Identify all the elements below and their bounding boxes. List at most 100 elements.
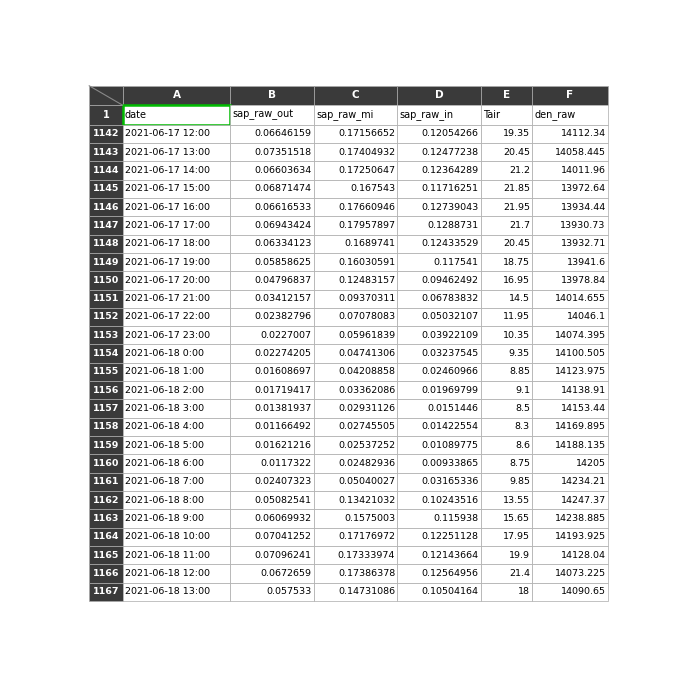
Bar <box>122 86 231 105</box>
Bar <box>397 345 481 363</box>
Bar <box>532 86 608 105</box>
Text: 1147: 1147 <box>92 221 119 230</box>
Text: 16.95: 16.95 <box>503 276 530 285</box>
Text: 0.12739043: 0.12739043 <box>422 203 479 211</box>
Text: 0.1288731: 0.1288731 <box>428 221 479 230</box>
Bar <box>231 528 314 546</box>
Text: 1156: 1156 <box>92 386 119 395</box>
Text: 21.2: 21.2 <box>509 166 530 175</box>
Text: 0.0117322: 0.0117322 <box>260 459 311 468</box>
Bar <box>481 161 532 180</box>
Text: 0.06069932: 0.06069932 <box>254 514 311 523</box>
Bar <box>231 363 314 381</box>
Text: 21.85: 21.85 <box>503 184 530 193</box>
Text: 0.01608697: 0.01608697 <box>255 367 311 377</box>
Bar <box>122 399 231 418</box>
Text: 14234.21: 14234.21 <box>560 477 606 486</box>
Bar <box>532 308 608 326</box>
Text: 0.02382796: 0.02382796 <box>254 313 311 322</box>
Text: 2021-06-17 18:00: 2021-06-17 18:00 <box>124 239 209 248</box>
Text: 0.17176972: 0.17176972 <box>338 532 395 541</box>
Bar <box>122 381 231 399</box>
Text: 14205: 14205 <box>576 459 606 468</box>
Bar <box>397 399 481 418</box>
Text: 13930.73: 13930.73 <box>560 221 606 230</box>
Bar <box>122 528 231 546</box>
Text: 2021-06-18 3:00: 2021-06-18 3:00 <box>124 404 204 413</box>
Bar <box>397 290 481 308</box>
Bar <box>89 253 122 271</box>
Bar <box>532 418 608 436</box>
Bar <box>481 180 532 198</box>
Bar <box>532 491 608 509</box>
Bar <box>122 253 231 271</box>
Text: 14188.135: 14188.135 <box>555 441 606 449</box>
Text: date: date <box>124 110 147 120</box>
Text: 0.0151446: 0.0151446 <box>428 404 479 413</box>
Bar <box>89 546 122 564</box>
Text: 18.75: 18.75 <box>503 258 530 267</box>
Bar <box>122 583 231 601</box>
Bar <box>397 198 481 216</box>
Bar <box>481 418 532 436</box>
Text: 1: 1 <box>103 110 109 120</box>
Bar <box>89 124 122 143</box>
Bar <box>89 161 122 180</box>
Text: 0.02407323: 0.02407323 <box>254 477 311 486</box>
Bar <box>122 345 231 363</box>
Text: 2021-06-18 6:00: 2021-06-18 6:00 <box>124 459 204 468</box>
Bar <box>397 105 481 124</box>
Text: 0.10243516: 0.10243516 <box>422 496 479 505</box>
Text: 0.117541: 0.117541 <box>434 258 479 267</box>
Bar <box>89 399 122 418</box>
Bar <box>314 528 397 546</box>
Bar <box>122 290 231 308</box>
Text: 0.12364289: 0.12364289 <box>422 166 479 175</box>
Text: 0.07351518: 0.07351518 <box>254 148 311 156</box>
Text: 1144: 1144 <box>92 166 119 175</box>
Bar <box>397 161 481 180</box>
Bar <box>481 436 532 454</box>
Text: 0.12054266: 0.12054266 <box>422 129 479 138</box>
Bar <box>314 399 397 418</box>
Text: 0.17957897: 0.17957897 <box>338 221 395 230</box>
Bar <box>397 564 481 583</box>
Bar <box>314 363 397 381</box>
Text: 0.17404932: 0.17404932 <box>338 148 395 156</box>
Bar <box>397 418 481 436</box>
Text: 14073.225: 14073.225 <box>555 569 606 578</box>
Text: 8.5: 8.5 <box>515 404 530 413</box>
Bar <box>314 216 397 235</box>
Bar <box>89 216 122 235</box>
Text: 2021-06-17 13:00: 2021-06-17 13:00 <box>124 148 210 156</box>
Text: 0.01719417: 0.01719417 <box>255 386 311 395</box>
Bar <box>89 363 122 381</box>
Text: 0.00933865: 0.00933865 <box>422 459 479 468</box>
Text: 13941.6: 13941.6 <box>566 258 606 267</box>
Text: 2021-06-17 22:00: 2021-06-17 22:00 <box>124 313 209 322</box>
Bar <box>89 345 122 363</box>
Bar <box>481 528 532 546</box>
Text: 0.17386378: 0.17386378 <box>338 569 395 578</box>
Text: 2021-06-18 9:00: 2021-06-18 9:00 <box>124 514 204 523</box>
Text: 14138.91: 14138.91 <box>560 386 606 395</box>
Text: 1150: 1150 <box>92 276 119 285</box>
Text: 21.7: 21.7 <box>509 221 530 230</box>
Text: 14100.505: 14100.505 <box>555 349 606 358</box>
Text: 8.3: 8.3 <box>515 422 530 431</box>
Text: 0.10504164: 0.10504164 <box>422 588 479 596</box>
Bar <box>314 86 397 105</box>
Text: 0.04796837: 0.04796837 <box>254 276 311 285</box>
Text: 2021-06-17 23:00: 2021-06-17 23:00 <box>124 330 210 340</box>
Bar <box>231 124 314 143</box>
Bar <box>481 399 532 418</box>
Text: 0.03165336: 0.03165336 <box>421 477 479 486</box>
Bar <box>481 546 532 564</box>
Bar <box>231 235 314 253</box>
Bar <box>481 105 532 124</box>
Text: 0.12433529: 0.12433529 <box>422 239 479 248</box>
Bar <box>231 381 314 399</box>
Text: 0.03237545: 0.03237545 <box>422 349 479 358</box>
Text: 19.35: 19.35 <box>503 129 530 138</box>
Text: 1167: 1167 <box>92 588 119 596</box>
